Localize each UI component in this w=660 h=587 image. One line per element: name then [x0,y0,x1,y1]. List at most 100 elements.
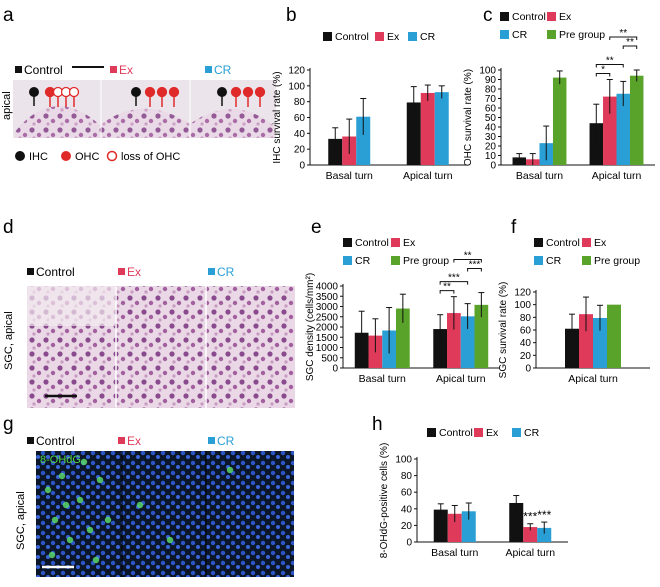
legend-label: Ex [559,11,572,23]
y-tick-label: 40 [401,504,413,515]
positive-cell [80,458,88,466]
y-tick-label: 40 [520,338,532,349]
y-tick-label: 2500 [316,312,339,323]
significance-label: * [601,65,605,76]
significance-label: ** [443,282,451,293]
y-tick-label: 80 [294,97,306,108]
side-label-apical: apical [1,91,13,120]
bar-ex [447,513,462,542]
x-category-label: Basal turn [431,547,478,559]
legend-swatch [582,238,591,247]
significance-label: ** [619,28,627,39]
bar-control [328,138,343,165]
y-tick-label: 0 [332,364,338,375]
group-label-cr: CR [217,265,235,279]
group-label-ex: Ex [119,63,133,77]
panel-d: Control Ex CR SGC, apical [3,265,295,408]
legend-label: Pre group [594,255,640,267]
chart-b: 0 20 40 60 80 100 120 IHC survival rate (%) Basa… [272,31,467,182]
legend-ohc: OHC [75,151,100,163]
panel-letter-e: e [311,217,322,238]
y-tick-label: 20 [520,351,532,362]
bar-cr [434,92,449,165]
legend-swatch [343,256,352,265]
x-category-label: Basal turn [516,170,563,182]
bar-pre-group [607,304,621,368]
positive-cell [226,466,234,474]
legend-swatch [512,428,521,437]
legend-swatch [343,238,352,247]
side-label-sgc: SGC, apical [3,311,15,370]
group-label-control: Control [24,63,63,77]
significance-bracket [622,45,638,49]
legend-loss-ohc: loss of OHC [121,151,180,163]
ohc-marker [254,86,266,98]
legend-label: Ex [387,31,400,43]
legend-swatch [323,32,332,41]
y-tick-label: 0 [406,538,412,549]
bar-control [565,328,579,368]
panel-letter-h: h [372,414,383,435]
bar-ex [447,313,461,368]
legend-swatch-cr [205,66,212,73]
significance-label: ** [464,251,472,262]
legend-label: Control [335,31,369,43]
ohc-marker [156,86,168,98]
y-tick-label: 0 [525,364,531,375]
y-tick-label: 4000 [316,282,339,293]
y-tick-label: 0 [490,161,496,172]
legend-swatch [534,256,543,265]
ihc-marker [29,87,39,97]
ihc-marker [217,87,227,97]
significance-label: ** [626,37,634,48]
legend-swatch [391,238,400,247]
y-tick-label: 40 [485,123,497,134]
positive-cell [104,516,112,524]
y-tick-label: 500 [321,353,338,364]
legend-label: Pre group [403,255,449,267]
ohc-marker [144,86,156,98]
panel-a: Control Ex CR apical IHC OHC loss of OHC [1,63,276,163]
y-tick-label: 60 [401,488,413,499]
y-tick-label: 80 [520,313,532,324]
legend-swatch [408,32,417,41]
bar-cr [356,116,371,165]
y-tick-label: 10 [485,151,497,162]
legend-label: CR [420,31,436,43]
y-tick-label: 80 [485,85,497,96]
significance-bracket [439,281,469,285]
legend-swatch [534,238,543,247]
positive-cell [76,496,84,504]
x-category-label: Apical turn [505,547,555,559]
legend-label: Ex [486,427,499,439]
y-tick-label: 100 [395,455,412,466]
bar-cr [593,317,607,368]
loss-ohc-marker [68,86,80,98]
legend-swatch [547,30,556,39]
y-tick-label: 0 [299,161,305,172]
y-tick-label: 80 [401,471,413,482]
panel-letter-d: d [3,217,14,238]
legend-label: Ex [403,237,416,249]
x-category-label: Apical turn [403,170,453,182]
y-tick-label: 2000 [316,323,339,334]
bar-control [406,102,421,165]
bar-ex [523,527,538,542]
y-tick-label: 30 [485,132,497,143]
positive-cell [166,536,174,544]
positive-cell [66,536,74,544]
legend-swatch [391,256,400,265]
bar-pre-group [474,304,489,368]
positive-cell [86,526,94,534]
bar-cr [461,511,476,542]
legend-label: CR [546,255,562,267]
significance-bracket [453,259,482,263]
bar-control [433,509,448,542]
significance-label: *** [469,260,481,271]
side-label-sgc: SGC, apical [15,491,27,550]
ohc-marker [230,86,242,98]
significance-bracket [595,73,611,77]
significance-bracket [595,64,624,68]
